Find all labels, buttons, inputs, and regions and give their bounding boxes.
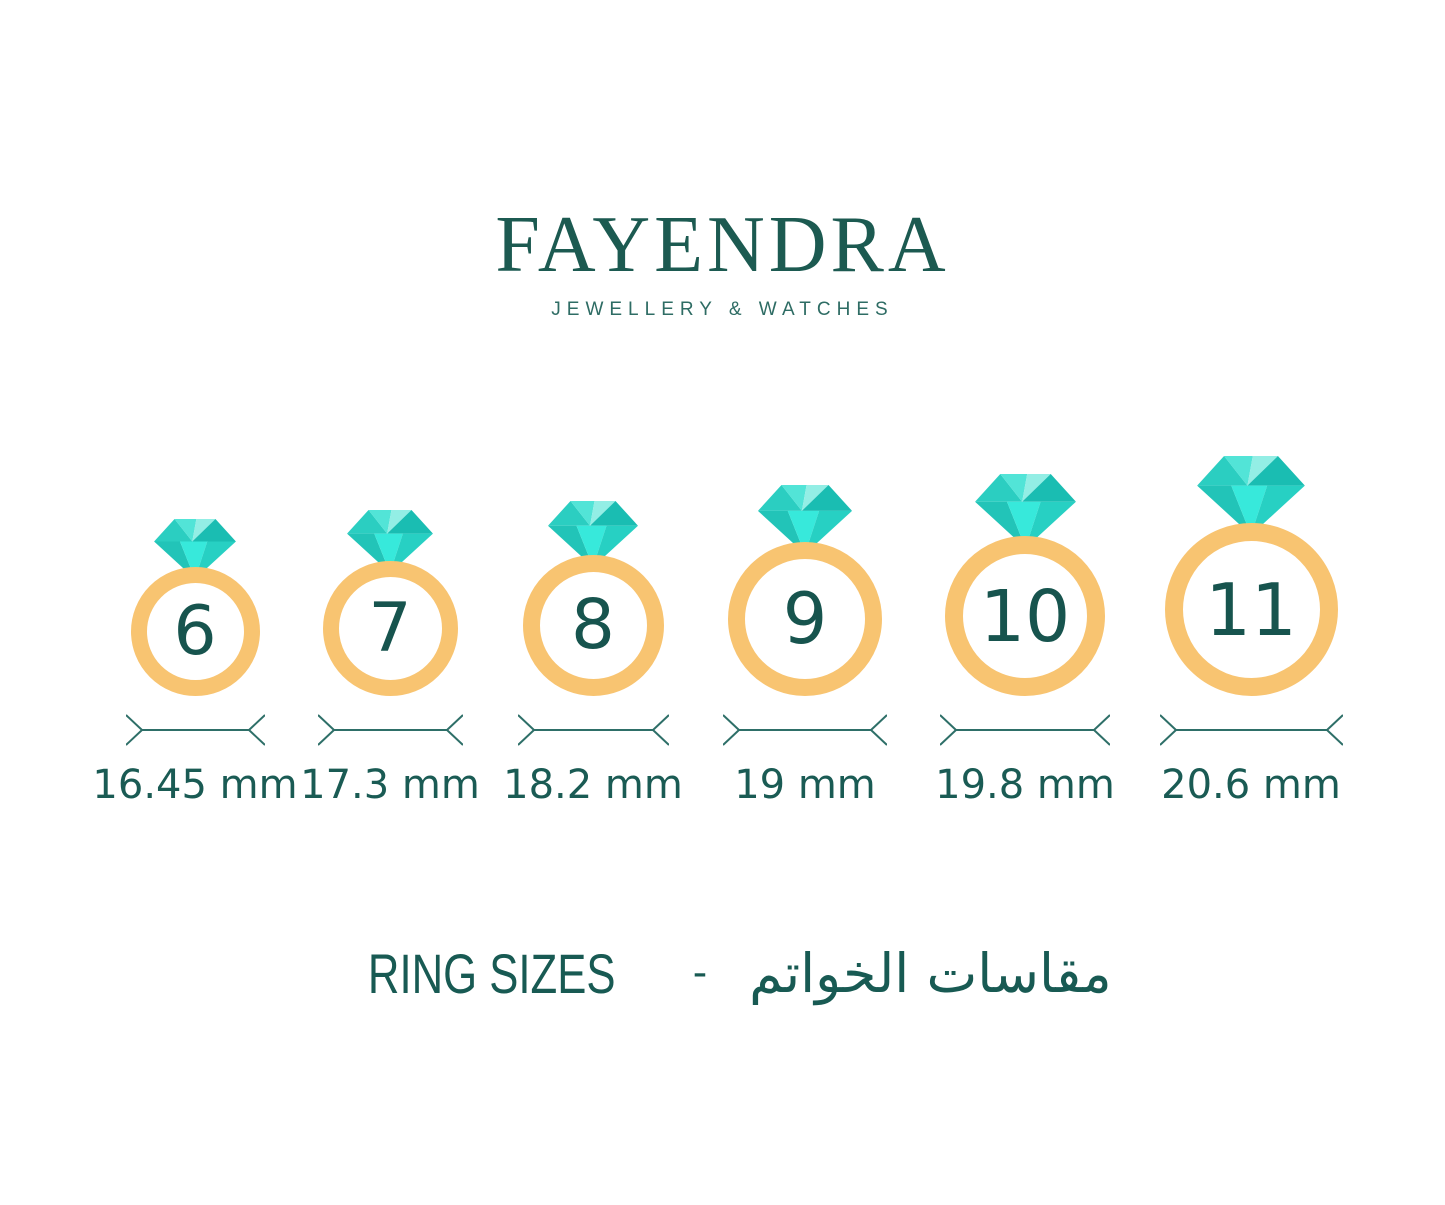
ring-band: 9 [728, 542, 882, 696]
chart-title: RING SIZES - مقاسات الخواتم [0, 928, 1445, 1018]
ring-band: 11 [1164, 523, 1338, 696]
brand-logo-tagline: JEWELLERY & WATCHES [551, 299, 894, 320]
ring-band: 10 [945, 536, 1105, 696]
ring-band: 7 [322, 561, 458, 696]
ring-size-number: 7 [368, 588, 412, 668]
chart-title-english: RING SIZES [368, 941, 616, 1005]
brand-logo: FAYENDRA JEWELLERY & WATCHES [0, 205, 1445, 321]
ring-band: 6 [130, 567, 260, 696]
diameter-measure-line [1158, 713, 1344, 747]
diamond-icon [1196, 456, 1306, 535]
diameter-label: 19 mm [734, 762, 876, 808]
diameter-measure-line [722, 713, 888, 747]
diameter-label: 19.8 mm [935, 762, 1115, 808]
chart-title-separator: - [692, 950, 708, 996]
diameter-measure-line [939, 713, 1111, 747]
ring-size-number: 10 [979, 574, 1071, 658]
diameter-label: 18.2 mm [503, 762, 683, 808]
ring-size-number: 9 [782, 578, 828, 660]
diameter-label: 20.6 mm [1161, 762, 1341, 808]
ring-size-number: 11 [1205, 567, 1297, 652]
ring-size-number: 8 [571, 585, 615, 665]
diameter-measure-line [124, 713, 266, 747]
diameter-label: 16.45 mm [92, 762, 298, 808]
diameter-label: 17.3 mm [300, 762, 480, 808]
chart-title-arabic: مقاسات الخواتم [749, 941, 1112, 1005]
ring-size-number: 6 [173, 591, 217, 671]
diamond-icon [757, 485, 853, 554]
diameter-measure-line [316, 713, 464, 747]
brand-logo-text: FAYENDRA [495, 201, 950, 289]
diamond-icon [974, 474, 1077, 548]
ring-band: 8 [522, 555, 664, 696]
diameter-measure-line [516, 713, 670, 747]
